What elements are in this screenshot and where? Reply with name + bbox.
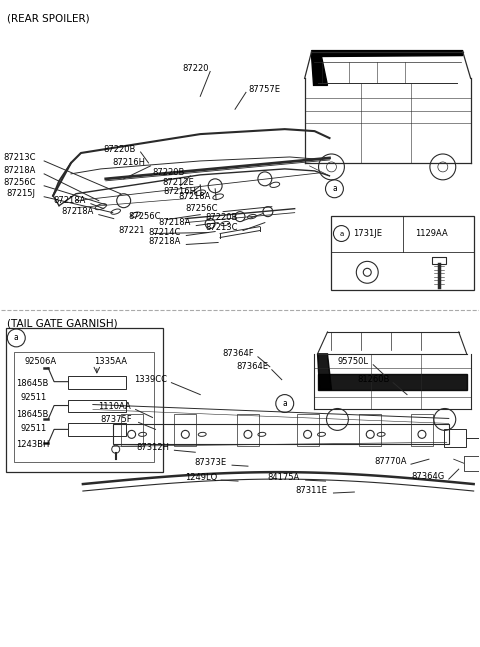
Bar — [411, 415, 433, 446]
Text: 87216H: 87216H — [113, 159, 146, 168]
Text: 87770A: 87770A — [374, 457, 407, 466]
Bar — [237, 415, 259, 446]
Text: 87212E: 87212E — [162, 179, 194, 188]
Text: 92511: 92511 — [20, 424, 47, 433]
Bar — [360, 415, 381, 446]
Bar — [68, 423, 126, 436]
Text: 87375F: 87375F — [101, 415, 132, 424]
Text: 87213C: 87213C — [3, 153, 36, 162]
Text: 87311E: 87311E — [296, 485, 327, 494]
Text: 87218A: 87218A — [158, 218, 191, 227]
Text: a: a — [14, 333, 19, 342]
Text: 87218A: 87218A — [53, 196, 85, 205]
Bar — [14, 352, 154, 462]
Text: 87218A: 87218A — [3, 166, 36, 175]
Text: 18645B: 18645B — [16, 410, 48, 419]
Bar — [297, 415, 319, 446]
Bar — [432, 258, 446, 265]
Bar — [174, 415, 196, 446]
Text: 1243BH: 1243BH — [16, 440, 49, 449]
Text: 1129AA: 1129AA — [415, 229, 448, 238]
Text: 87312H: 87312H — [137, 443, 169, 452]
Text: 87256C: 87256C — [185, 204, 218, 213]
Text: 87218A: 87218A — [148, 237, 181, 246]
Bar — [68, 400, 126, 413]
Text: 81260B: 81260B — [357, 375, 390, 384]
Text: 92511: 92511 — [20, 393, 47, 402]
Bar — [113, 424, 449, 444]
Text: 92506A: 92506A — [24, 357, 56, 366]
Text: 87215J: 87215J — [6, 190, 36, 198]
Text: 87214C: 87214C — [148, 228, 181, 237]
Text: 87220: 87220 — [182, 64, 209, 73]
Bar — [120, 415, 143, 446]
Text: 87213C: 87213C — [205, 223, 238, 232]
Text: 87220B: 87220B — [104, 144, 136, 153]
Text: 1339CC: 1339CC — [133, 375, 167, 384]
Text: 87364G: 87364G — [411, 472, 444, 481]
Text: 1110AA: 1110AA — [98, 402, 131, 411]
Text: 87218A: 87218A — [179, 192, 211, 201]
Text: 87220B: 87220B — [205, 213, 238, 222]
Text: 87220B: 87220B — [153, 168, 185, 177]
Text: (REAR SPOILER): (REAR SPOILER) — [7, 14, 90, 24]
Text: 87216H: 87216H — [164, 187, 196, 196]
Text: 87373E: 87373E — [194, 457, 227, 466]
Polygon shape — [312, 50, 463, 56]
Bar — [464, 456, 480, 471]
Text: 87256C: 87256C — [129, 212, 161, 221]
Bar — [68, 376, 126, 389]
Text: 84175A: 84175A — [268, 472, 300, 481]
Text: 1731JE: 1731JE — [353, 229, 383, 238]
Text: 87364E: 87364E — [236, 362, 268, 371]
Bar — [332, 215, 474, 291]
Text: a: a — [339, 230, 344, 237]
Text: a: a — [282, 399, 287, 408]
Text: 87218A: 87218A — [61, 207, 94, 216]
Bar — [6, 328, 164, 472]
Text: 87364F: 87364F — [222, 349, 254, 358]
Text: 1335AA: 1335AA — [94, 357, 127, 366]
Text: 87221: 87221 — [119, 226, 145, 235]
Polygon shape — [312, 56, 327, 85]
Text: 87757E: 87757E — [248, 85, 280, 94]
Text: a: a — [332, 184, 337, 193]
Text: (TAIL GATE GARNISH): (TAIL GATE GARNISH) — [7, 318, 118, 328]
Polygon shape — [318, 374, 467, 389]
Polygon shape — [318, 354, 332, 389]
Text: 18645B: 18645B — [16, 379, 48, 388]
Bar — [444, 430, 466, 447]
Text: 87256C: 87256C — [3, 179, 36, 188]
Text: 1249LQ: 1249LQ — [185, 472, 217, 481]
Text: 95750L: 95750L — [337, 357, 369, 366]
